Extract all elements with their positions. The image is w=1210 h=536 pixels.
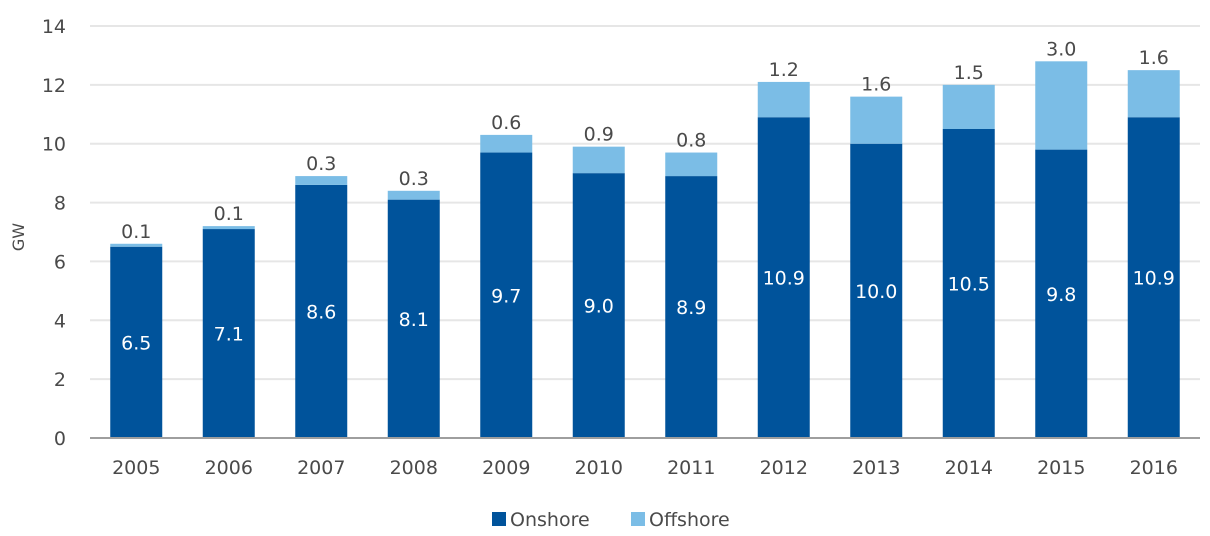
x-tick-label: 2007: [297, 457, 345, 479]
bar-offshore-2009: [480, 134, 533, 153]
data-label-offshore: 0.1: [214, 203, 244, 225]
data-label-onshore: 8.9: [676, 297, 706, 319]
y-tick-label: 14: [42, 16, 66, 38]
x-tick-label: 2005: [112, 457, 160, 479]
x-tick-label: 2015: [1037, 457, 1085, 479]
data-label-onshore: 10.5: [948, 274, 990, 296]
bar-onshore-2005: [110, 246, 163, 438]
bar-offshore-2008: [387, 190, 440, 200]
data-label-onshore: 10.0: [855, 281, 897, 303]
x-tick-label: 2014: [945, 457, 993, 479]
bar-offshore-2007: [295, 176, 348, 185]
x-tick-label: 2008: [390, 457, 438, 479]
y-tick-label: 6: [54, 251, 66, 273]
legend-label-onshore: Onshore: [510, 509, 590, 531]
data-label-offshore: 0.6: [491, 112, 521, 134]
data-label-offshore: 1.6: [861, 74, 891, 96]
data-label-onshore: 8.6: [306, 301, 336, 323]
y-tick-label: 10: [42, 134, 66, 156]
bar-offshore-2014: [942, 84, 995, 129]
bar-onshore-2014: [942, 129, 995, 438]
bar-onshore-2010: [572, 173, 625, 438]
bar-onshore-2016: [1127, 117, 1180, 438]
y-tick-label: 4: [54, 310, 66, 332]
x-tick-label: 2009: [482, 457, 530, 479]
bar-onshore-2008: [387, 199, 440, 438]
legend-swatch-offshore: [631, 512, 645, 526]
data-label-offshore: 1.2: [769, 59, 799, 81]
data-labels: 6.5 0.1 7.1 0.1 8.6 0.3 8.1 0.3 9.7 0.6 9.0 0.9 8.9 0…: [121, 38, 1175, 354]
data-label-offshore: 0.8: [676, 130, 706, 152]
bar-offshore-2005: [110, 243, 163, 247]
gridlines: [90, 25, 1200, 381]
data-label-offshore: 0.1: [121, 221, 151, 243]
data-label-onshore: 9.7: [491, 285, 521, 307]
data-label-offshore: 1.5: [954, 62, 984, 84]
y-tick-label: 8: [54, 193, 66, 215]
bar-onshore-2013: [850, 143, 903, 438]
bar-offshore-2011: [665, 152, 718, 177]
data-label-onshore: 6.5: [121, 332, 151, 354]
bar-offshore-2016: [1127, 70, 1180, 118]
data-label-onshore: 10.9: [1133, 268, 1175, 290]
x-tick-label: 2012: [760, 457, 808, 479]
legend-label-offshore: Offshore: [649, 509, 730, 531]
bar-offshore-2015: [1035, 61, 1088, 150]
y-axis-title: GW: [9, 223, 28, 251]
x-tick-label: 2013: [852, 457, 900, 479]
data-label-onshore: 9.8: [1046, 284, 1076, 306]
x-tick-label: 2010: [575, 457, 623, 479]
bar-onshore-2012: [757, 117, 810, 438]
x-axis-ticks: 2005 2006 2007 2008 2009 2010 2011 2012 2013 2014…: [112, 457, 1178, 479]
bar-offshore-2010: [572, 146, 625, 174]
data-label-offshore: 3.0: [1046, 38, 1076, 60]
bars: [110, 61, 1180, 439]
y-tick-label: 2: [54, 369, 66, 391]
y-axis-ticks: 0 2 4 6 8 10 12 14: [42, 16, 66, 450]
data-label-onshore: 10.9: [763, 268, 805, 290]
bar-onshore-2015: [1035, 149, 1088, 438]
bar-onshore-2007: [295, 184, 348, 438]
data-label-onshore: 8.1: [399, 309, 429, 331]
bar-onshore-2011: [665, 176, 718, 439]
legend-swatch-onshore: [492, 512, 506, 526]
data-label-offshore: 0.9: [584, 124, 614, 146]
legend: Onshore Offshore: [492, 509, 730, 531]
data-label-onshore: 7.1: [214, 324, 244, 346]
x-tick-label: 2011: [667, 457, 715, 479]
bar-offshore-2013: [850, 96, 903, 144]
bar-onshore-2009: [480, 152, 533, 439]
y-tick-label: 12: [42, 75, 66, 97]
data-label-offshore: 1.6: [1139, 47, 1169, 69]
data-label-onshore: 9.0: [584, 296, 614, 318]
data-label-offshore: 0.3: [306, 153, 336, 175]
bar-offshore-2006: [202, 226, 255, 230]
bar-onshore-2006: [202, 229, 255, 438]
y-tick-label: 0: [54, 428, 66, 450]
x-tick-label: 2006: [205, 457, 253, 479]
data-label-offshore: 0.3: [399, 168, 429, 190]
bar-offshore-2012: [757, 81, 810, 118]
x-tick-label: 2016: [1130, 457, 1178, 479]
